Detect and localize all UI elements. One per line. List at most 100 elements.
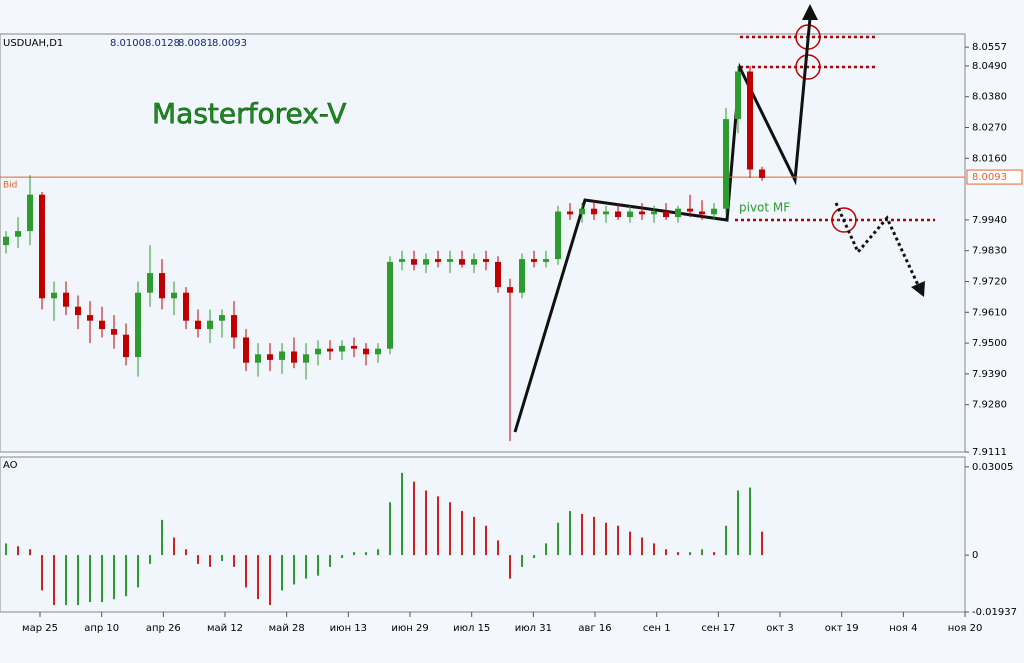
ao-bar — [761, 531, 763, 556]
ao-bar — [101, 555, 103, 603]
candle-body — [75, 306, 81, 316]
ao-bar — [413, 481, 415, 556]
candle-body — [519, 259, 525, 293]
candle-body — [255, 354, 261, 363]
y-tick-label: 7.9830 — [972, 246, 1007, 257]
x-tick-label: июл 31 — [515, 623, 552, 634]
candle-body — [303, 354, 309, 363]
indicator-name: AO — [3, 460, 18, 471]
candle-body — [687, 208, 693, 212]
quote-value: 8.0128 — [145, 38, 180, 49]
ao-bar — [341, 555, 343, 559]
candle-body — [291, 351, 297, 363]
candle-body — [363, 348, 369, 355]
ao-bar — [593, 516, 595, 556]
y-tick-label: 7.9610 — [972, 307, 1007, 318]
candle-body — [543, 259, 549, 262]
candle-body — [387, 261, 393, 349]
candle-body — [459, 259, 465, 265]
candle-body — [279, 351, 285, 360]
candle-body — [183, 292, 189, 321]
ao-bar — [161, 519, 163, 556]
candle-body — [27, 194, 33, 232]
y2-tick-label: 0 — [972, 550, 978, 561]
circle — [831, 207, 857, 233]
candle-body — [567, 211, 573, 215]
ao-bar — [485, 525, 487, 556]
candle-body — [471, 259, 477, 265]
candle-body — [195, 320, 201, 330]
ao-bar — [497, 540, 499, 556]
candle-body — [639, 211, 645, 215]
x-tick-label: окт 3 — [766, 623, 794, 634]
candle-body — [99, 320, 105, 330]
candle-body — [207, 320, 213, 330]
watermark: Masterforex-V — [152, 97, 346, 130]
x-tick-label: июн 13 — [330, 623, 367, 634]
quote-value: 8.0100 — [110, 38, 145, 49]
ao-bar — [149, 555, 151, 564]
y-tick-label: 7.9390 — [972, 369, 1007, 380]
candle-body — [435, 259, 441, 262]
ao-bar — [701, 549, 703, 556]
y-tick-label: 8.0490 — [972, 61, 1007, 72]
x-tick-label: мар 25 — [22, 623, 58, 634]
candle-body — [375, 348, 381, 355]
ao-bar — [353, 552, 355, 556]
candle-body — [15, 231, 21, 237]
x-tick-label: окт 19 — [825, 623, 859, 634]
ao-bar — [281, 555, 283, 591]
candle-body — [735, 71, 741, 120]
candle-body — [159, 273, 165, 299]
ao-bar — [749, 487, 751, 556]
ao-bar — [629, 531, 631, 556]
y2-tick-label: 0.03005 — [972, 462, 1013, 473]
candle-body — [3, 236, 9, 246]
ao-bar — [725, 525, 727, 556]
candle-body — [123, 334, 129, 358]
candle-body — [315, 348, 321, 355]
candle-body — [675, 208, 681, 218]
quote-value: 8.0081 — [178, 38, 213, 49]
x-tick-label: сен 1 — [643, 623, 671, 634]
candle-body — [663, 211, 669, 218]
projection — [834, 202, 920, 286]
x-tick-label: апр 10 — [84, 623, 119, 634]
candle-body — [531, 259, 537, 262]
candle-body — [327, 348, 333, 352]
ao-bar — [77, 555, 79, 606]
ao-panel — [0, 456, 966, 613]
candle-body — [747, 71, 753, 170]
ao-bar — [665, 549, 667, 556]
candle-body — [651, 211, 657, 215]
ao-bar — [425, 490, 427, 556]
zigzag — [513, 17, 812, 433]
candle-body — [699, 211, 705, 215]
ao-bar — [245, 555, 247, 588]
ao-bar — [677, 552, 679, 556]
ao-bar — [557, 522, 559, 556]
y-tick-label: 8.0557 — [972, 42, 1007, 53]
ao-bar — [29, 549, 31, 556]
ao-bar — [389, 502, 391, 556]
ao-bar — [197, 555, 199, 564]
candle-body — [411, 259, 417, 265]
y-tick-label: 7.9280 — [972, 400, 1007, 411]
ao-bar — [89, 555, 91, 603]
x-tick-label: апр 26 — [146, 623, 181, 634]
ao-bar — [737, 490, 739, 556]
ao-bar — [653, 543, 655, 556]
ao-bar — [41, 555, 43, 591]
ao-bar — [713, 552, 715, 556]
ao-bar — [581, 513, 583, 556]
ao-bar — [401, 472, 403, 556]
bid-box — [966, 169, 1023, 185]
candle-body — [231, 315, 237, 338]
candle-body — [39, 194, 45, 299]
ao-bar — [221, 555, 223, 561]
candle-body — [399, 259, 405, 262]
candle-body — [711, 208, 717, 215]
